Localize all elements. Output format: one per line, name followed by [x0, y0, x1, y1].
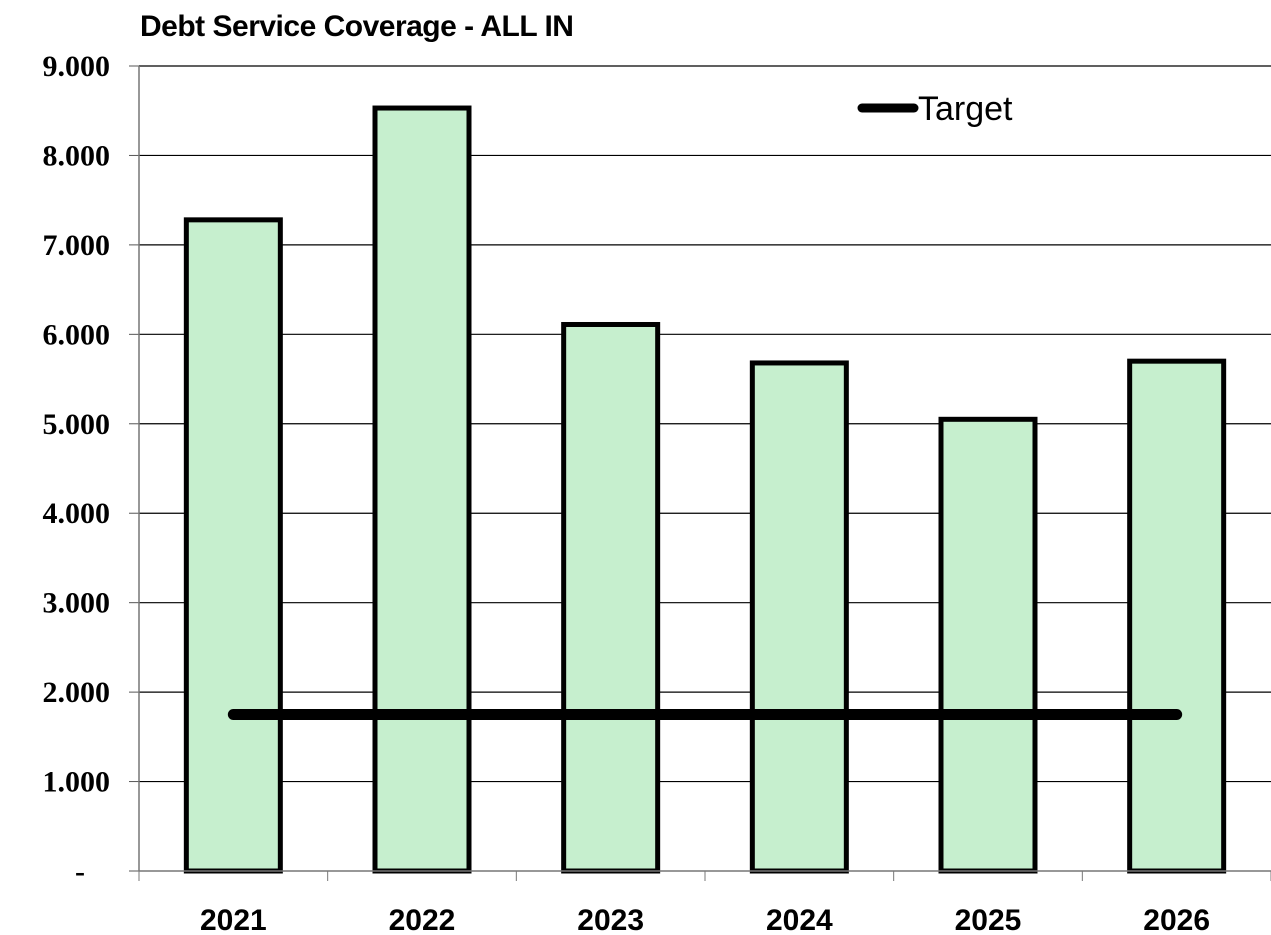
y-tick-label: 2.000	[43, 676, 111, 709]
x-tick-label: 2026	[1143, 904, 1210, 935]
legend: Target	[857, 90, 1013, 128]
bars	[183, 105, 1227, 874]
bar-2025	[938, 416, 1038, 874]
x-tick-label: 2022	[389, 904, 456, 935]
x-tick-label: 2025	[955, 904, 1022, 935]
bar-2021	[183, 217, 283, 874]
bar-2026	[1127, 358, 1227, 874]
y-tick-label: 7.000	[43, 229, 111, 262]
legend-target-label: Target	[918, 90, 1013, 128]
x-tick-label: 2023	[577, 904, 644, 935]
y-tick-label: 9.000	[43, 50, 111, 83]
y-tick-label: 6.000	[43, 318, 111, 351]
x-tick-label: 2024	[766, 904, 833, 935]
y-tick-label: 5.000	[43, 408, 111, 441]
y-tick-label: 8.000	[43, 139, 111, 172]
y-tick-label: 1.000	[43, 766, 111, 799]
axes: - 1.000 2.000 3.000 4.000 5.000 6.000 7.000 8.00…	[43, 50, 1271, 935]
y-tick-label: 3.000	[43, 587, 111, 620]
y-tick-label: 4.000	[43, 497, 111, 530]
bar-2022	[372, 105, 472, 874]
bar-2023	[561, 321, 661, 874]
bar-2024	[749, 360, 849, 874]
y-tick-label: -	[75, 855, 85, 888]
gridlines	[139, 65, 1271, 783]
chart-title: Debt Service Coverage - ALL IN	[140, 10, 574, 43]
x-tick-label: 2021	[200, 904, 267, 935]
